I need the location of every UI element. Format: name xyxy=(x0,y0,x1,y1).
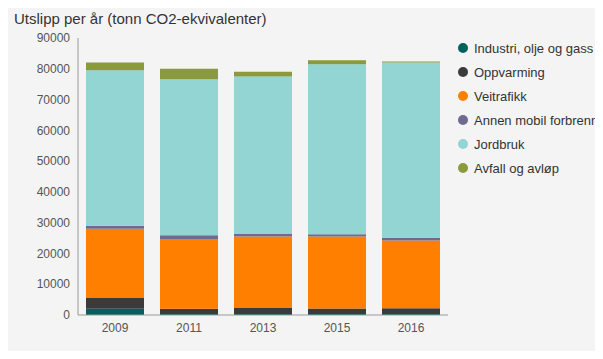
html-text:Industri, olje og gass: Industri, olje og gass xyxy=(474,40,594,56)
svg-text:10000: 10000 xyxy=(37,277,71,291)
svg-text:30000: 30000 xyxy=(37,216,71,230)
svg-text:60000: 60000 xyxy=(37,124,71,138)
html-text:Oppvarming: Oppvarming xyxy=(474,64,545,80)
svg-text:2016: 2016 xyxy=(398,321,425,335)
html-text:Veitrafikk: Veitrafikk xyxy=(474,88,527,104)
svg-text:50000: 50000 xyxy=(37,154,71,168)
svg-text:40000: 40000 xyxy=(37,185,71,199)
html-text:Avfall og avløp: Avfall og avløp xyxy=(474,160,559,176)
svg-text:70000: 70000 xyxy=(37,93,71,107)
svg-text:20000: 20000 xyxy=(37,247,71,261)
svg-text:2011: 2011 xyxy=(176,321,202,335)
svg-text:0: 0 xyxy=(63,308,70,322)
svg-text:90000: 90000 xyxy=(37,31,71,45)
svg-text:80000: 80000 xyxy=(37,62,71,76)
svg-text:2009: 2009 xyxy=(102,321,129,335)
svg-text:2015: 2015 xyxy=(324,321,351,335)
svg-text:2013: 2013 xyxy=(250,321,277,335)
html-text:Jordbruk: Jordbruk xyxy=(474,136,525,152)
html-text:Utslipp per år (tonn CO2-ekviv: Utslipp per år (tonn CO2-ekvivalenter) xyxy=(14,10,267,27)
